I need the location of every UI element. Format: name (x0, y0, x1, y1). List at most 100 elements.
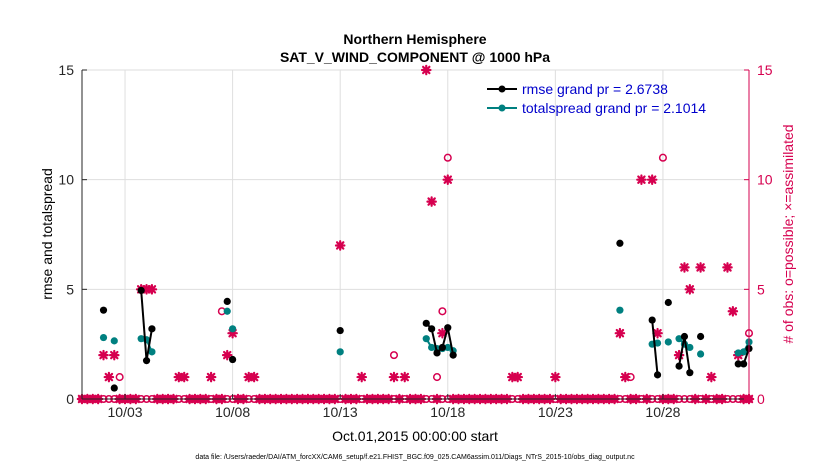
obs-possible-marker (115, 373, 124, 382)
obs-assimilated-marker (243, 371, 255, 383)
totalspread-point (444, 343, 452, 352)
obs-assimilated-marker (636, 174, 647, 185)
totalspread-point (110, 337, 118, 345)
obs-assimilated-marker (399, 371, 411, 383)
obs-assimilated-marker (98, 349, 109, 361)
rmse-point (653, 371, 662, 379)
obs-assimilated-star (619, 371, 631, 383)
rmse-line-segment (651, 319, 659, 375)
rmse-line-segment (446, 327, 455, 356)
y-tick-label-left: 0 (66, 391, 74, 407)
obs-assimilated-marker (334, 240, 346, 251)
rmse-point (734, 360, 742, 368)
rmse-point (137, 286, 145, 295)
obs-assimilated-star (399, 371, 411, 383)
obs-assimilated-marker (205, 371, 217, 383)
obs-assimilated-star (141, 284, 152, 295)
obs-possible-marker (443, 153, 452, 162)
rmse-point (449, 351, 457, 359)
y-tick-label-right: 0 (757, 391, 765, 407)
obs-assimilated-star (507, 371, 518, 383)
obs-assimilated-marker (684, 284, 696, 295)
legend-totalspread-marker (498, 104, 506, 112)
totalspread-point (223, 307, 231, 315)
obs-assimilated-star (221, 349, 233, 361)
obs-assimilated-star (695, 262, 706, 273)
tick-layer: 10/03 10/08 10/13 10/18 10/23 10/28 0 5 10 15 0 5 10… (58, 62, 772, 420)
rmse-point (696, 332, 705, 341)
obs-assimilated-marker (673, 349, 685, 361)
obs-assimilated-marker (695, 262, 706, 273)
y-tick-label-left: 15 (58, 62, 74, 78)
rmse-point (444, 324, 452, 332)
totalspread-point (740, 348, 748, 356)
data-file-footnote: data file: /Users/raeder/DAI/ATM_forcXX/… (195, 454, 635, 461)
rmse-point (422, 319, 430, 327)
totalspread-point (229, 325, 237, 333)
obs-assimilated-star (243, 371, 255, 383)
rmse-point (740, 360, 748, 368)
obs-assimilated-star (356, 371, 368, 383)
rmse-line-segment (430, 328, 438, 354)
obs-assimilated-star (227, 327, 238, 339)
rmse-point (648, 316, 656, 324)
obs-assimilated-marker (426, 196, 437, 207)
obs-assimilated-marker (679, 262, 690, 273)
rmse-point (148, 325, 156, 333)
totalspread-point (675, 335, 683, 343)
rmse-point (675, 362, 683, 370)
obs-assimilated-star (178, 371, 190, 383)
legend-rmse-marker (498, 85, 506, 93)
rmse-point (223, 297, 231, 305)
obs-assimilated-star (550, 371, 561, 383)
obs-assimilated-star (334, 240, 346, 251)
obs-assimilated-star (248, 371, 260, 383)
y-tick-label-right: 10 (757, 172, 773, 188)
rmse-point (110, 384, 118, 392)
rmse-point (433, 349, 441, 357)
obs-assimilated-star (388, 371, 400, 383)
obs-assimilated-marker (652, 327, 663, 339)
obs-assimilated-star (673, 349, 685, 361)
obs-assimilated-star (108, 349, 120, 361)
obs-assimilated-marker (356, 371, 368, 383)
rmse-point (99, 306, 108, 314)
obs-assimilated-marker (512, 371, 524, 383)
obs-possible-marker (389, 351, 399, 360)
x-axis-label: Oct.01,2015 00:00:00 start (332, 428, 498, 444)
x-tick-label: 10/13 (323, 404, 358, 420)
rmse-line-segment (145, 328, 153, 361)
obs-assimilated-star (727, 305, 739, 317)
obs-assimilated-star (679, 262, 690, 273)
legend: rmse grand pr = 2.6738 totalspread grand… (487, 81, 706, 116)
obs-assimilated-star (103, 371, 115, 383)
obs-assimilated-star (437, 327, 448, 339)
legend-rmse-label: rmse grand pr = 2.6738 (522, 81, 668, 97)
x-tick-label: 10/03 (108, 404, 143, 420)
obs-assimilated-marker (108, 349, 120, 361)
x-tick-label: 10/08 (215, 404, 250, 420)
obs-assimilated-star (173, 371, 185, 383)
x-tick-label: 10/18 (430, 404, 465, 420)
totalspread-point (99, 333, 108, 342)
obs-assimilated-star (426, 196, 437, 207)
obs-assimilated-marker (442, 174, 454, 185)
totalspread-point (148, 348, 156, 356)
obs-assimilated-marker (178, 371, 190, 383)
obs-assimilated-marker (388, 371, 400, 383)
obs-assimilated-star (205, 371, 217, 383)
obs-assimilated-marker (227, 327, 238, 339)
obs-assimilated-marker (507, 371, 518, 383)
obs-possible-marker (438, 307, 447, 316)
obs-possible-marker (658, 153, 667, 162)
x-tick-label: 10/28 (645, 404, 680, 420)
rmse-point (142, 357, 151, 365)
plot-area (82, 70, 749, 399)
rmse-point (664, 298, 672, 307)
rmse-point (680, 332, 689, 341)
obs-assimilated-marker (173, 371, 185, 383)
obs-assimilated-star (636, 174, 647, 185)
totalspread-point (696, 350, 705, 358)
obs-assimilated-marker (103, 371, 115, 383)
obs-assimilated-star (652, 327, 663, 339)
